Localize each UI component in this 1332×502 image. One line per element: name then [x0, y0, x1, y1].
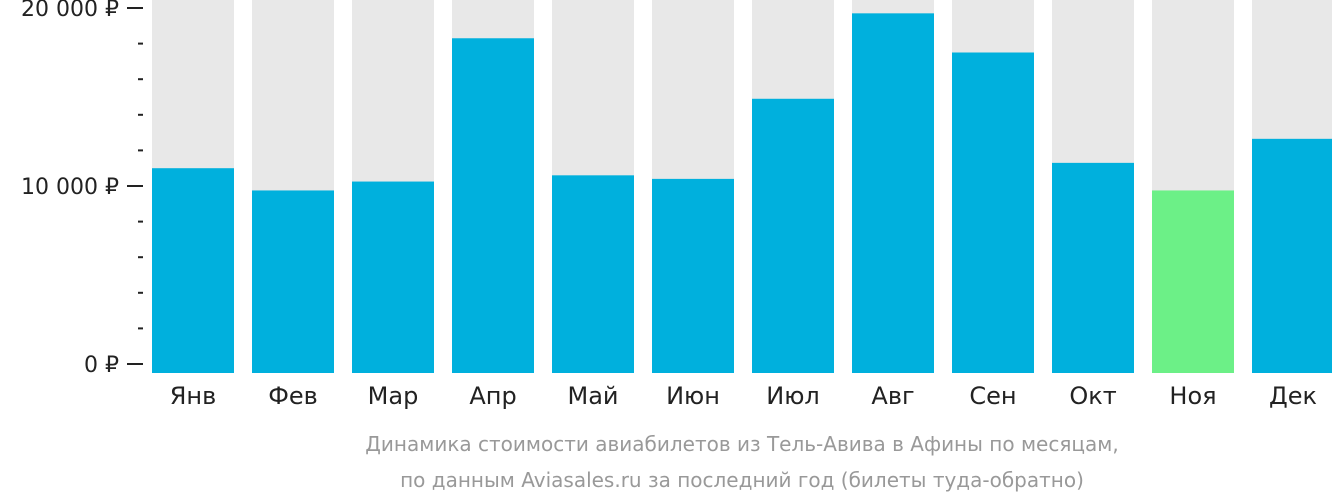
x-tick-label: Июн — [666, 382, 720, 410]
y-tick-label: 10 000 ₽ — [21, 175, 119, 200]
x-tick-label: Май — [567, 382, 618, 410]
y-tick-label: 20 000 ₽ — [21, 0, 119, 22]
bar — [252, 190, 334, 373]
x-tick-label: Янв — [170, 382, 217, 410]
y-tick-label: 0 ₽ — [84, 353, 119, 378]
x-tick-label: Мар — [368, 382, 419, 410]
x-tick-label: Ноя — [1169, 382, 1216, 410]
bar — [152, 168, 234, 373]
bar — [1052, 162, 1134, 373]
bar — [352, 181, 434, 373]
bar — [652, 178, 734, 373]
price-bar-chart: 0 ₽ 10 000 ₽ 20 000 ₽ Янв Фев Мар Апр Май Июн Июл… — [21, 0, 1332, 410]
x-tick-label: Апр — [469, 382, 516, 410]
bar — [852, 13, 934, 374]
x-tick-label: Сен — [969, 382, 1016, 410]
chart-caption-line-2: по данным Aviasales.ru за последний год … — [400, 468, 1084, 492]
bar — [552, 175, 634, 373]
x-tick-label: Фев — [268, 382, 318, 410]
bar — [752, 98, 834, 373]
x-tick-label: Авг — [871, 382, 914, 410]
bar — [952, 52, 1034, 373]
chart-caption-line-1: Динамика стоимости авиабилетов из Тель-А… — [365, 432, 1119, 456]
x-tick-label: Окт — [1069, 382, 1116, 410]
bar — [452, 38, 534, 373]
bar — [1152, 190, 1234, 373]
x-tick-label: Дек — [1269, 382, 1317, 410]
x-tick-label: Июл — [766, 382, 820, 410]
bar — [1252, 138, 1332, 373]
